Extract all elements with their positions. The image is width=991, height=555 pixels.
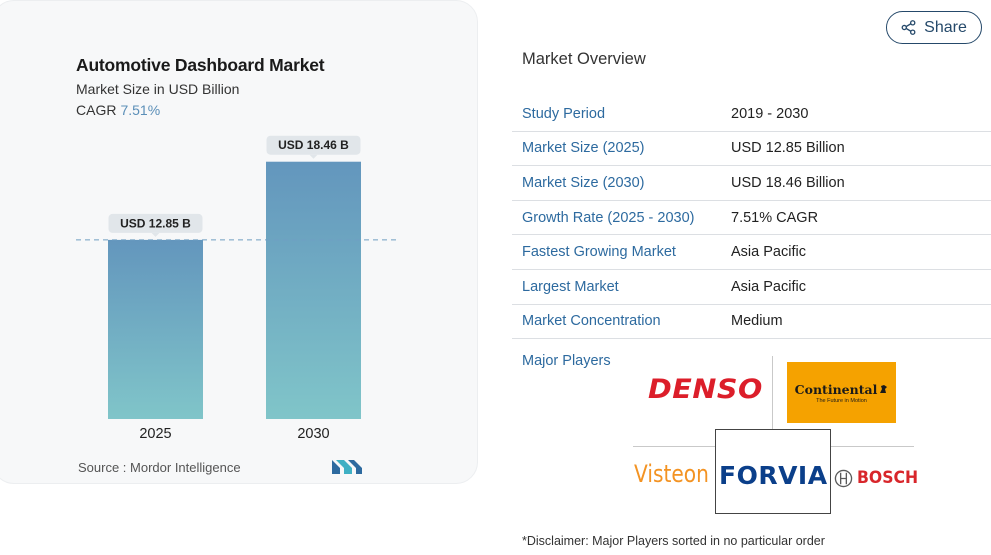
continental-horse-icon [880,385,888,393]
cagr-value: 7.51% [120,102,161,118]
overview-title: Market Overview [522,50,646,68]
overview-value: USD 18.46 Billion [731,174,845,191]
x-tick-label: 2030 [297,426,329,442]
data-label-bg [108,213,203,233]
bosch-logo[interactable]: BOSCH [834,468,923,488]
overview-row-concentration: Market Concentration Medium [512,305,991,340]
overview-value: USD 12.85 Billion [731,140,845,157]
major-players-label: Major Players [522,353,611,369]
overview-label: Largest Market [522,278,619,295]
bosch-word: BOSCH [857,468,919,488]
overview-row-growth-rate: Growth Rate (2025 - 2030) 7.51% CAGR [512,201,991,236]
chart-card [0,0,478,484]
overview-value: Asia Pacific [731,278,806,295]
overview-value: 2019 - 2030 [731,105,809,122]
players-grid-divider [831,446,914,447]
overview-row-market-size-2030: Market Size (2030) USD 18.46 Billion [512,166,991,201]
cagr-row: CAGR 7.51% [76,102,160,118]
overview-value: Asia Pacific [731,244,806,261]
share-label: Share [924,18,967,36]
chart-subtitle: Market Size in USD Billion [76,81,240,97]
players-grid-divider [772,356,773,429]
overview-table: Study Period 2019 - 2030 Market Size (20… [512,97,991,340]
data-label-bg [266,135,361,155]
cagr-label: CAGR [76,102,117,118]
share-button[interactable]: Share [886,11,982,44]
overview-row-study-period: Study Period 2019 - 2030 [512,97,991,132]
mordor-intelligence-logo-icon [332,460,362,474]
overview-label: Market Concentration [522,313,661,330]
overview-value: Medium [731,313,783,330]
data-label-pointer [151,232,160,237]
bar-chart: USD 12.85 B 2025 USD 18.46 B 2030 [76,135,396,442]
players-grid-divider [633,446,715,447]
overview-label: Growth Rate (2025 - 2030) [522,209,695,226]
overview-label: Market Size (2025) [522,140,645,157]
continental-name: Continental [795,382,889,397]
visteon-logo[interactable]: Visteon [634,460,709,488]
overview-label: Fastest Growing Market [522,244,676,261]
data-label-pointer [309,154,318,159]
chart-source: Source : Mordor Intelligence [78,460,241,475]
data-label: USD 12.85 B [120,216,191,230]
forvia-logo[interactable]: FORVIA [719,461,828,490]
continental-tagline: The Future in Motion [816,397,867,404]
share-icon [901,20,916,35]
overview-value: 7.51% CAGR [731,209,819,226]
bar-2025 [108,239,203,419]
overview-row-market-size-2025: Market Size (2025) USD 12.85 Billion [512,132,991,167]
chart-title: Automotive Dashboard Market [76,55,325,75]
overview-label: Study Period [522,105,606,122]
continental-logo[interactable]: Continental The Future in Motion [787,362,896,423]
overview-row-largest-market: Largest Market Asia Pacific [512,270,991,305]
overview-label: Market Size (2030) [522,174,645,191]
overview-row-fastest-growing: Fastest Growing Market Asia Pacific [512,235,991,270]
bar-2030 [266,161,361,420]
denso-logo[interactable]: DENSO [648,374,763,405]
forvia-logo-box [715,429,831,514]
x-tick-label: 2025 [139,426,171,442]
disclaimer-text: *Disclaimer: Major Players sorted in no … [522,534,825,548]
data-label: USD 18.46 B [278,138,349,152]
bosch-armature-icon [834,469,853,487]
